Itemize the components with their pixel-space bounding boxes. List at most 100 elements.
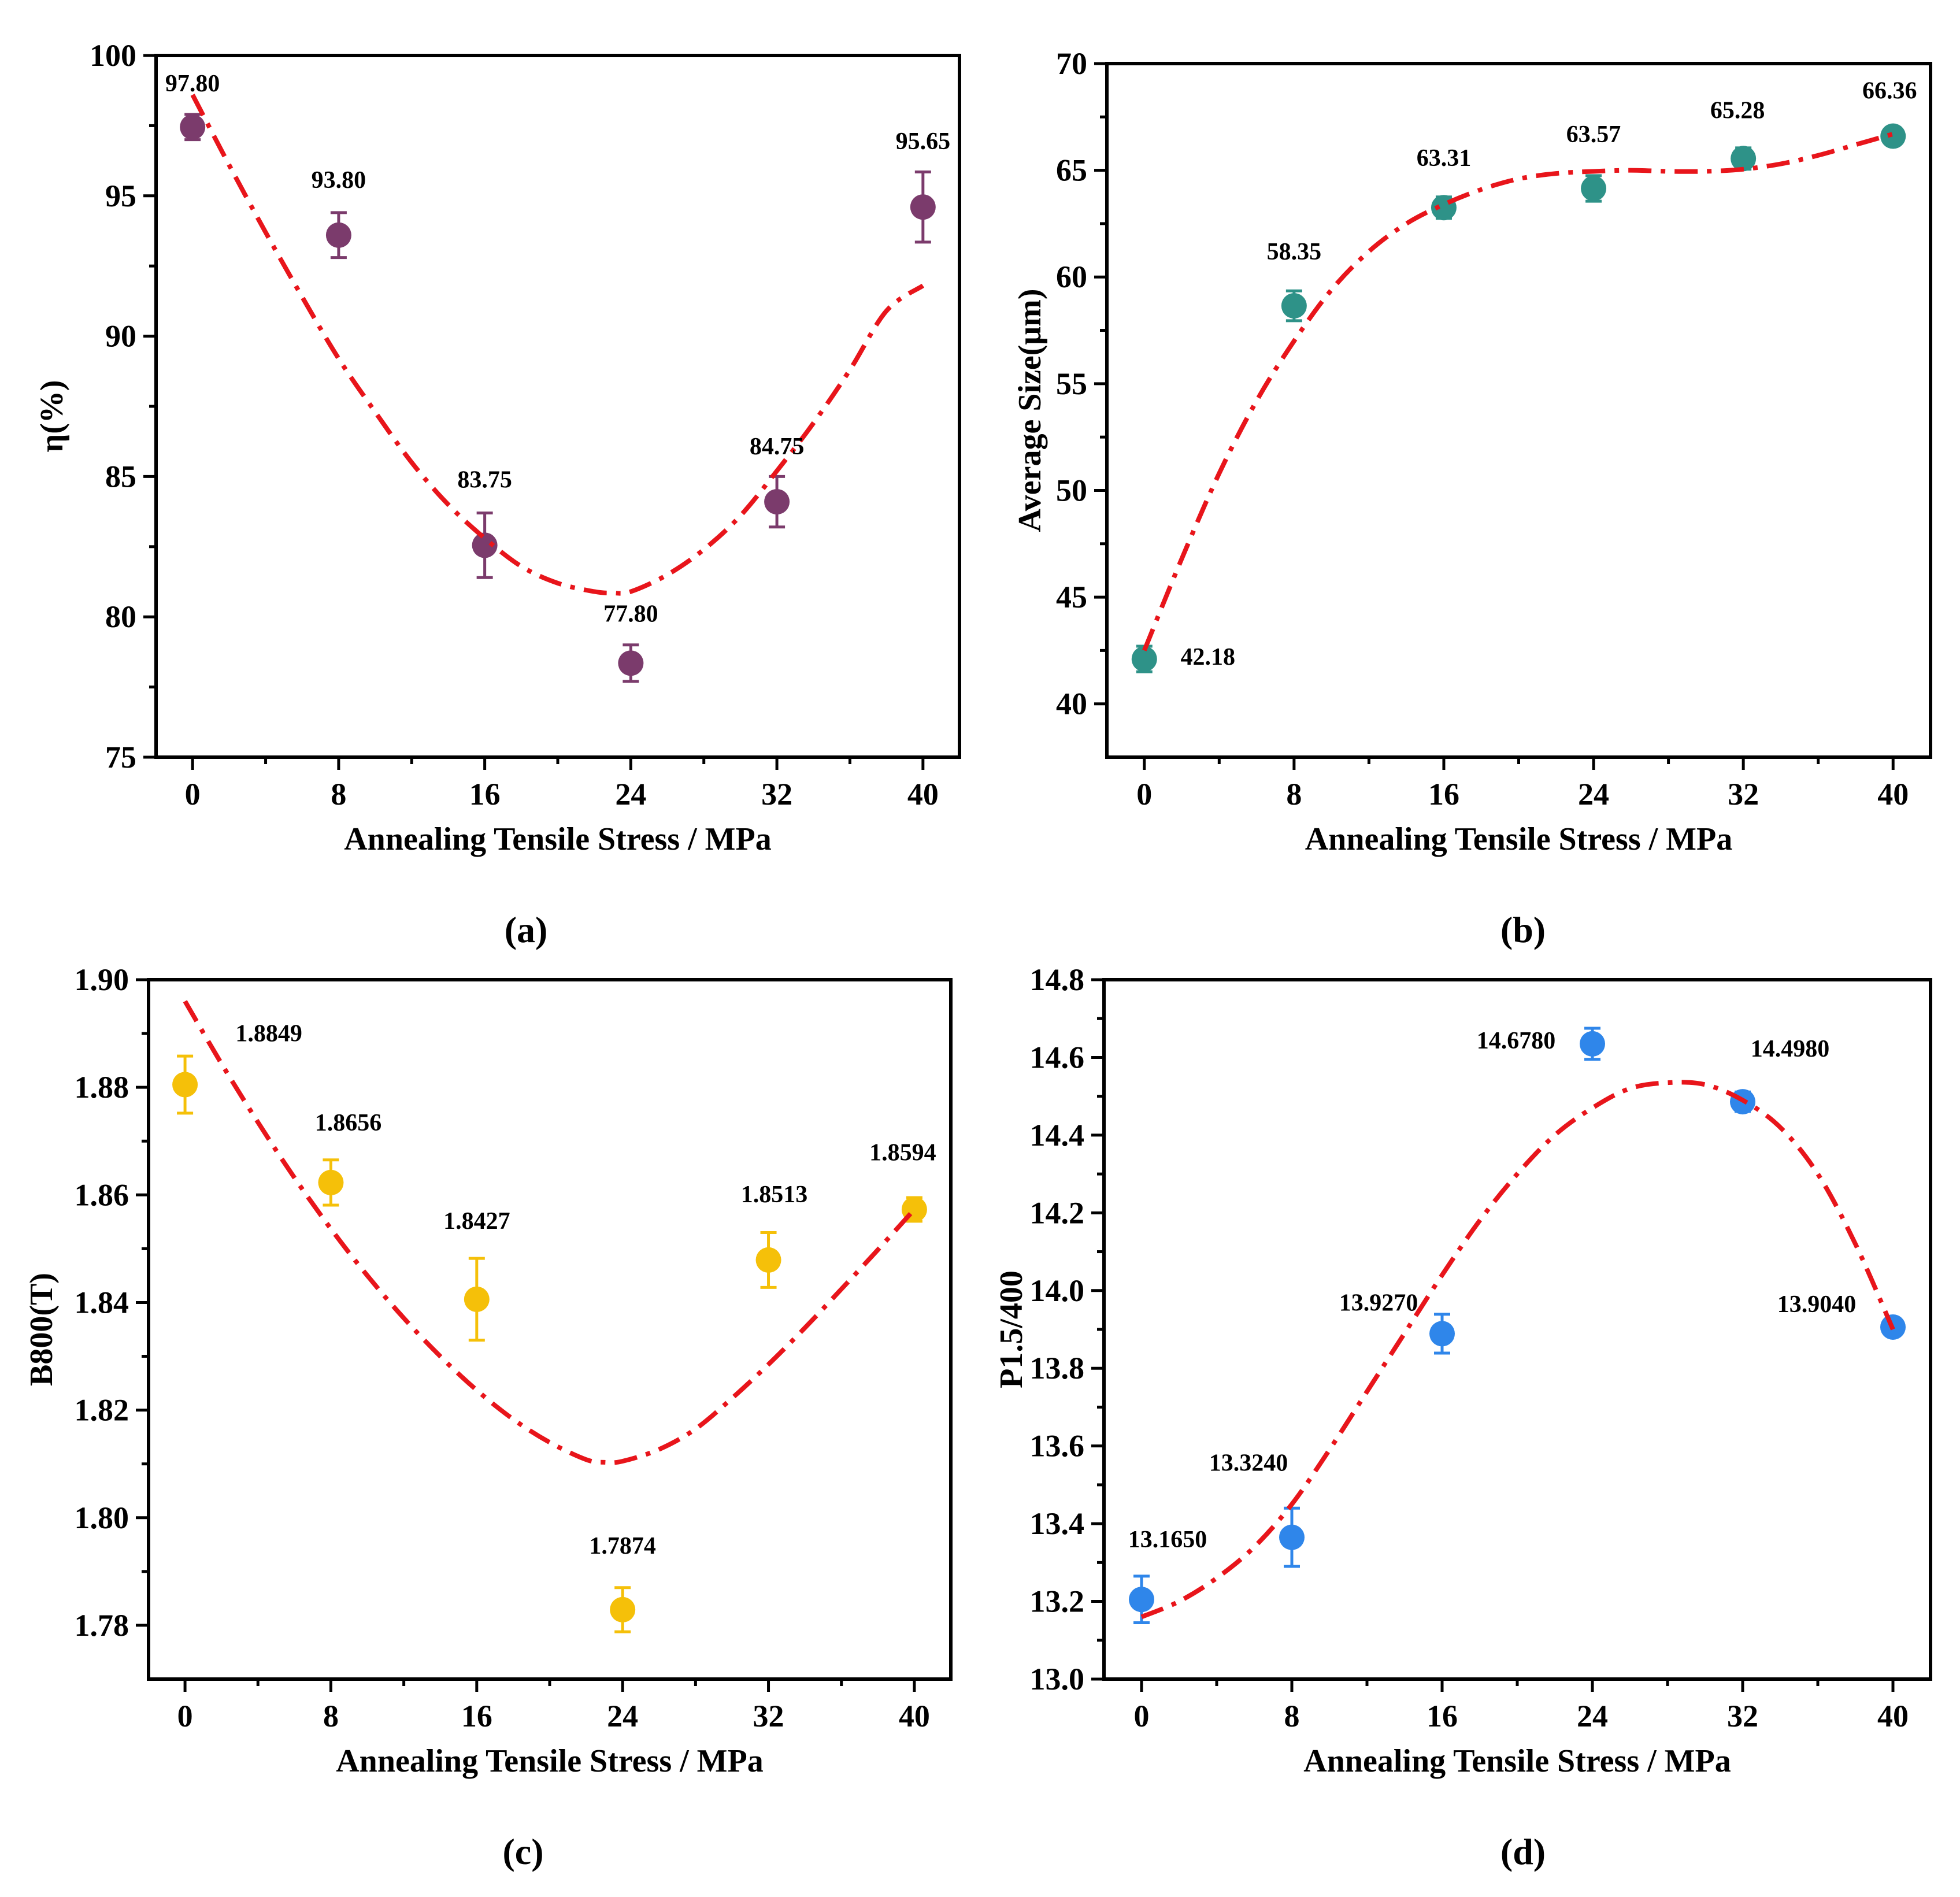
x-tick-label: 24 xyxy=(1578,777,1609,812)
x-tick-label: 16 xyxy=(469,777,501,812)
data-point xyxy=(180,114,206,140)
x-tick-label: 16 xyxy=(1427,1699,1458,1733)
y-tick-label: 13.6 xyxy=(1030,1429,1085,1463)
x-axis-title: Annealing Tensile Stress / MPa xyxy=(1303,1743,1731,1779)
x-tick-label: 40 xyxy=(1877,1699,1909,1733)
data-point xyxy=(1880,123,1906,149)
x-tick-label: 32 xyxy=(1728,777,1759,812)
y-tick-label: 1.84 xyxy=(75,1285,129,1320)
data-point xyxy=(464,1286,490,1312)
y-tick-label: 13.8 xyxy=(1030,1351,1085,1385)
data-label: 77.80 xyxy=(603,601,658,627)
data-label: 63.31 xyxy=(1417,145,1472,172)
x-tick-label: 16 xyxy=(461,1699,492,1733)
x-tick-label: 40 xyxy=(1877,777,1909,812)
data-label: 83.75 xyxy=(457,466,512,493)
y-tick-label: 14.8 xyxy=(1030,962,1085,997)
y-tick-label: 13.0 xyxy=(1030,1662,1085,1696)
data-label: 97.80 xyxy=(165,71,220,97)
data-label: 42.18 xyxy=(1181,644,1236,670)
y-axis-title: P1.5/400 xyxy=(994,1270,1029,1388)
y-axis-title: B800(T) xyxy=(24,1273,60,1386)
data-label: 1.8594 xyxy=(869,1139,936,1166)
panel-label: (a) xyxy=(505,909,548,950)
y-tick-label: 14.2 xyxy=(1030,1195,1085,1230)
data-label: 65.28 xyxy=(1710,97,1765,124)
chart-panel-d: 0 8 16 24 32 40 13.0 13.2 13.4 13.6 13.8 14.0 14.2 14… xyxy=(994,962,1932,1872)
y-tick-label: 1.86 xyxy=(75,1177,129,1212)
y-tick-label: 50 xyxy=(1056,473,1087,507)
y-axis-title: Average Size(μm) xyxy=(1012,289,1048,532)
data-label: 13.3240 xyxy=(1209,1450,1288,1477)
fit-curve xyxy=(1140,1080,1895,1620)
y-tick-label: 55 xyxy=(1056,366,1087,401)
data-label: 1.8513 xyxy=(741,1181,808,1208)
data-label: 13.9040 xyxy=(1777,1291,1857,1318)
data-point xyxy=(1279,1524,1305,1550)
data-point xyxy=(610,1596,636,1622)
data-point xyxy=(1429,1321,1455,1347)
y-tick-label: 14.4 xyxy=(1030,1118,1085,1153)
data-label: 1.8849 xyxy=(235,1021,302,1047)
data-point xyxy=(764,489,790,515)
data-point xyxy=(325,222,351,248)
data-label: 14.4980 xyxy=(1751,1036,1830,1062)
data-label: 95.65 xyxy=(896,128,951,155)
fit-curve xyxy=(1142,131,1894,651)
x-tick-label: 0 xyxy=(177,1699,193,1733)
x-tick-label: 32 xyxy=(753,1699,784,1733)
x-tick-label: 32 xyxy=(1727,1699,1758,1733)
data-point xyxy=(618,650,644,676)
data-point xyxy=(1129,1587,1154,1613)
y-tick-label: 75 xyxy=(105,740,136,775)
data-label: 13.1650 xyxy=(1128,1527,1207,1553)
data-label: 1.8427 xyxy=(443,1208,510,1235)
x-tick-label: 0 xyxy=(185,777,201,812)
data-label: 84.75 xyxy=(750,434,805,460)
data-point xyxy=(318,1169,344,1195)
data-point xyxy=(172,1072,198,1098)
data-point xyxy=(755,1247,781,1273)
data-point xyxy=(1581,176,1607,201)
y-tick-label: 85 xyxy=(105,459,136,494)
y-tick-label: 100 xyxy=(90,38,136,73)
data-label: 13.9270 xyxy=(1339,1290,1418,1316)
y-tick-label: 1.90 xyxy=(75,962,129,997)
x-tick-label: 8 xyxy=(1284,1699,1300,1733)
x-tick-label: 40 xyxy=(907,777,939,812)
data-point xyxy=(1131,646,1157,672)
data-label: 58.35 xyxy=(1267,239,1322,265)
data-label: 1.7874 xyxy=(589,1533,656,1559)
y-tick-label: 1.78 xyxy=(75,1608,129,1643)
y-tick-label: 90 xyxy=(105,319,136,354)
panel-label: (d) xyxy=(1500,1831,1546,1872)
x-tick-label: 32 xyxy=(761,777,792,812)
panel-label: (c) xyxy=(502,1831,543,1872)
data-point xyxy=(910,194,936,220)
panel-label: (b) xyxy=(1500,909,1546,950)
x-axis-title: Annealing Tensile Stress / MPa xyxy=(336,1743,764,1779)
x-tick-label: 0 xyxy=(1134,1699,1150,1733)
data-label: 1.8656 xyxy=(315,1110,382,1136)
chart-panel-c: 0 8 16 24 32 40 1.78 1.80 1.82 1.84 1.86 1.88 1.90 An… xyxy=(24,962,953,1872)
chart-panel-a: 0 8 16 24 32 40 75 80 85 90 95 100 Annealing Tensile… xyxy=(34,38,961,950)
data-point xyxy=(472,532,498,558)
y-tick-label: 95 xyxy=(105,179,136,213)
y-tick-label: 65 xyxy=(1056,153,1087,188)
data-point xyxy=(1580,1031,1605,1057)
y-tick-label: 60 xyxy=(1056,260,1087,294)
chart-panel-b: 0 8 16 24 32 40 40 45 50 55 60 65 70 Annealing Tensil… xyxy=(1012,46,1932,950)
data-label: 14.6780 xyxy=(1477,1028,1556,1054)
y-tick-label: 70 xyxy=(1056,46,1087,81)
data-label: 63.57 xyxy=(1566,121,1621,148)
x-tick-label: 0 xyxy=(1136,777,1152,812)
y-tick-label: 40 xyxy=(1056,687,1087,721)
x-axis-title: Annealing Tensile Stress / MPa xyxy=(1305,821,1733,857)
y-tick-label: 13.4 xyxy=(1030,1506,1085,1541)
y-tick-label: 1.82 xyxy=(75,1393,129,1428)
fit-curve xyxy=(190,94,925,596)
x-tick-label: 8 xyxy=(323,1699,339,1733)
x-tick-label: 16 xyxy=(1428,777,1459,812)
